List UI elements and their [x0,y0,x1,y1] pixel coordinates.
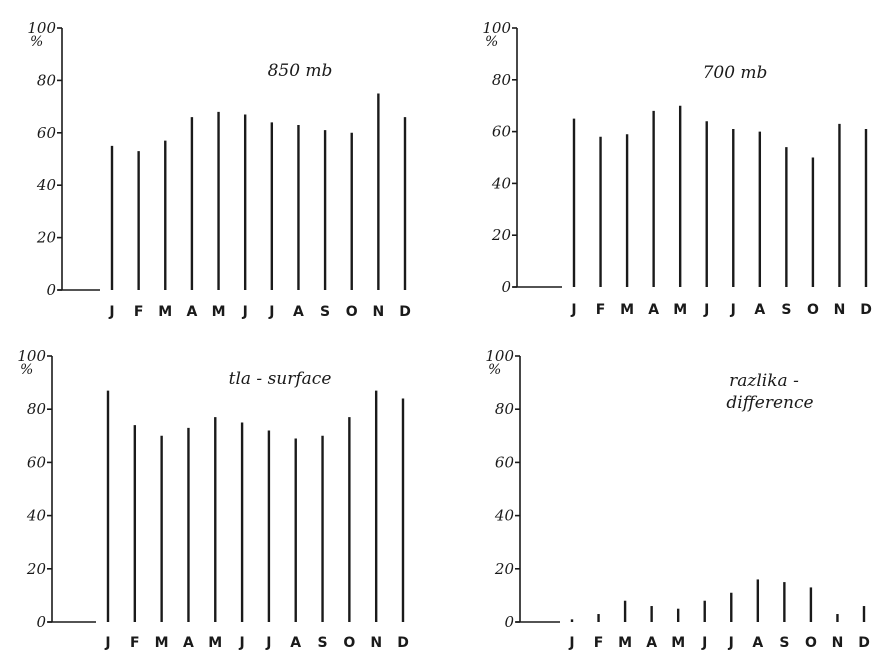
y-tick-label: 40 [491,174,512,192]
y-tick-label: 40 [36,176,57,194]
x-tick-label: M [671,635,685,650]
x-tick-label: A [754,302,765,318]
y-tick-label: 60 [27,453,47,471]
y-unit-label: % [485,34,498,50]
y-tick-label: 20 [491,226,512,244]
x-tick-label: N [370,635,382,650]
x-tick-label: A [648,302,659,318]
panel-title: 850 mb [268,61,333,81]
x-tick-label: J [703,302,709,318]
x-tick-label: J [730,302,736,318]
x-tick-label: F [134,304,144,320]
y-unit-label: % [30,34,43,50]
y-tick-label: 60 [492,123,512,141]
x-tick-label: O [805,635,817,650]
x-tick-label: J [701,635,707,650]
y-unit-label: % [488,362,501,378]
x-tick-label: M [158,304,172,320]
x-tick-label: A [183,635,194,650]
y-tick-label: 80 [492,71,512,89]
y-tick-label: 80 [37,71,57,89]
x-tick-label: F [596,302,606,318]
y-tick-label: 0 [501,278,511,296]
y-tick-label: 100 [485,347,514,365]
x-tick-label: M [155,635,169,650]
x-tick-label: J [728,635,734,650]
x-tick-label: J [568,635,574,650]
x-tick-label: N [832,635,844,650]
y-tick-label: 0 [504,613,514,631]
y-tick-label: 100 [17,347,46,365]
x-tick-label: M [212,304,226,320]
y-unit-label: % [20,362,33,378]
panel-title-line: difference [726,393,813,413]
x-tick-label: M [673,302,687,318]
x-tick-label: S [320,304,330,320]
x-tick-label: D [860,302,872,318]
x-tick-label: J [108,304,114,320]
x-tick-label: D [858,635,870,650]
panel-title: 700 mb [703,63,768,83]
x-tick-label: M [618,635,632,650]
x-tick-label: J [265,635,271,650]
x-tick-label: D [397,635,409,650]
x-tick-label: N [373,304,385,320]
x-tick-label: A [293,304,304,320]
y-tick-label: 60 [37,124,57,142]
y-tick-label: 80 [495,400,515,418]
x-tick-label: S [317,635,327,650]
x-tick-label: J [238,635,244,650]
x-tick-label: M [208,635,222,650]
panel-title: tla - surface [229,369,332,389]
x-tick-label: M [620,302,634,318]
x-tick-label: A [752,635,763,650]
x-tick-label: J [570,302,576,318]
y-tick-label: 40 [26,507,47,525]
x-tick-label: S [779,635,789,650]
y-tick-label: 20 [494,560,515,578]
x-tick-label: J [104,635,110,650]
x-tick-label: F [594,635,604,650]
panel-title-line: razlika - [729,371,799,391]
y-tick-label: 100 [482,19,511,37]
y-tick-label: 0 [46,281,56,299]
x-tick-label: J [268,304,274,320]
y-tick-label: 80 [27,400,47,418]
x-tick-label: O [807,302,819,318]
x-tick-label: A [186,304,197,320]
x-tick-label: S [781,302,791,318]
y-tick-label: 100 [27,19,56,37]
x-tick-label: A [646,635,657,650]
y-tick-label: 20 [36,229,57,247]
x-tick-label: O [343,635,355,650]
x-tick-label: J [242,304,248,320]
y-tick-label: 60 [495,453,515,471]
y-tick-label: 0 [36,613,46,631]
x-tick-label: A [290,635,301,650]
y-tick-label: 20 [26,560,47,578]
y-tick-label: 40 [494,507,515,525]
x-tick-label: D [399,304,411,320]
x-tick-label: N [834,302,846,318]
x-tick-label: F [130,635,140,650]
x-tick-label: O [346,304,358,320]
